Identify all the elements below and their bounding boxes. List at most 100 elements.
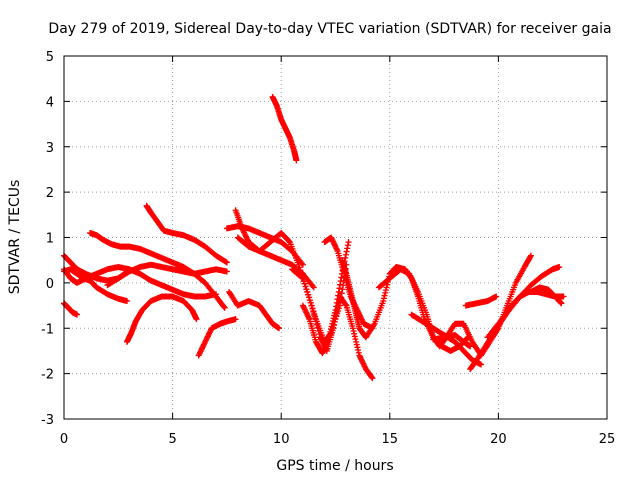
data-point — [333, 303, 340, 310]
data-point — [305, 291, 312, 298]
data-point — [493, 293, 500, 300]
x-tick-label: 25 — [599, 432, 616, 447]
data-point — [355, 349, 362, 356]
data-point — [310, 284, 317, 291]
data-point — [313, 321, 320, 328]
y-tick-label: 2 — [46, 186, 54, 201]
data-point — [74, 311, 81, 318]
data-point — [355, 347, 362, 354]
data-point — [333, 299, 340, 306]
data-point — [344, 245, 351, 252]
data-point — [560, 293, 567, 300]
data-point — [232, 316, 239, 323]
data-point — [556, 263, 563, 270]
data-point — [332, 307, 339, 314]
data-point — [325, 334, 332, 341]
series-arc-22 — [430, 332, 474, 350]
data-point — [368, 374, 375, 381]
data-point — [276, 325, 283, 332]
data-point — [335, 288, 342, 295]
y-tick-labels: -3 -2 -1 0 1 2 3 4 5 — [41, 50, 54, 428]
data-point — [350, 327, 357, 334]
data-point — [311, 312, 318, 319]
chart-title: Day 279 of 2019, Sidereal Day-to-day VTE… — [48, 21, 611, 37]
data-point — [329, 320, 336, 327]
y-tick-label: 0 — [46, 277, 54, 292]
data-point — [342, 254, 349, 261]
series-arc-26 — [462, 293, 500, 309]
series-arc-10 — [195, 316, 239, 359]
x-axis-label: GPS time / hours — [276, 458, 393, 474]
data-point — [220, 303, 227, 310]
y-tick-label: 4 — [46, 95, 54, 110]
data-point — [557, 299, 564, 306]
data-point — [304, 288, 311, 295]
data-points — [61, 93, 567, 382]
grid-lines — [64, 56, 607, 419]
data-point — [349, 325, 356, 332]
data-point — [353, 341, 360, 348]
series-arc-9 — [126, 266, 220, 300]
data-point — [383, 284, 390, 291]
data-point — [558, 300, 565, 307]
data-point — [312, 315, 319, 322]
data-point — [331, 312, 338, 319]
data-point — [296, 264, 303, 271]
data-point — [300, 278, 307, 285]
data-point — [307, 299, 314, 306]
data-point — [351, 333, 358, 340]
data-point — [336, 285, 343, 292]
series-arc-7 — [123, 293, 200, 345]
data-point — [299, 275, 306, 282]
x-tick-label: 20 — [490, 432, 507, 447]
data-point — [354, 344, 361, 351]
x-tick-label: 15 — [382, 432, 399, 447]
series-arc-5 — [87, 229, 228, 311]
data-point — [312, 318, 319, 325]
series-arc-19 — [339, 257, 471, 354]
data-point — [327, 328, 334, 335]
data-point — [223, 259, 230, 266]
data-point — [342, 301, 349, 308]
y-tick-label: 5 — [46, 50, 54, 65]
data-point — [344, 242, 351, 249]
data-point — [328, 323, 335, 330]
data-point — [382, 289, 389, 296]
data-point — [329, 317, 336, 324]
data-point — [302, 283, 309, 290]
data-point — [213, 291, 220, 298]
y-tick-label: 3 — [46, 141, 54, 156]
data-point — [297, 267, 304, 274]
series-arc-12 — [232, 207, 317, 291]
data-point — [338, 290, 345, 297]
x-tick-labels: 0 5 10 15 20 25 — [60, 432, 615, 447]
data-point — [343, 248, 350, 255]
axis-ticks — [63, 55, 608, 420]
y-tick-label: -3 — [41, 413, 54, 428]
data-point — [382, 287, 389, 294]
data-point — [295, 261, 302, 268]
y-tick-label: 1 — [46, 232, 54, 247]
series-arc-24 — [484, 263, 563, 341]
y-tick-label: -2 — [41, 368, 54, 383]
series-arc-15 — [269, 93, 300, 164]
data-point — [478, 361, 485, 368]
data-point — [338, 274, 345, 281]
data-point — [308, 302, 315, 309]
y-axis-label: SDTVAR / TECUs — [7, 180, 23, 295]
series-arc-6 — [104, 261, 230, 289]
data-point — [326, 331, 333, 338]
data-point — [286, 238, 293, 245]
data-point — [334, 296, 341, 303]
data-point — [339, 286, 346, 293]
data-point — [337, 278, 344, 285]
data-point — [527, 252, 534, 259]
x-tick-label: 5 — [168, 432, 176, 447]
data-point — [193, 316, 200, 323]
data-point — [301, 280, 308, 287]
series-arc-8 — [143, 202, 230, 266]
x-tick-label: 10 — [273, 432, 290, 447]
series-arc-13 — [226, 288, 283, 332]
plot-frame — [63, 55, 608, 420]
data-point — [342, 251, 349, 258]
